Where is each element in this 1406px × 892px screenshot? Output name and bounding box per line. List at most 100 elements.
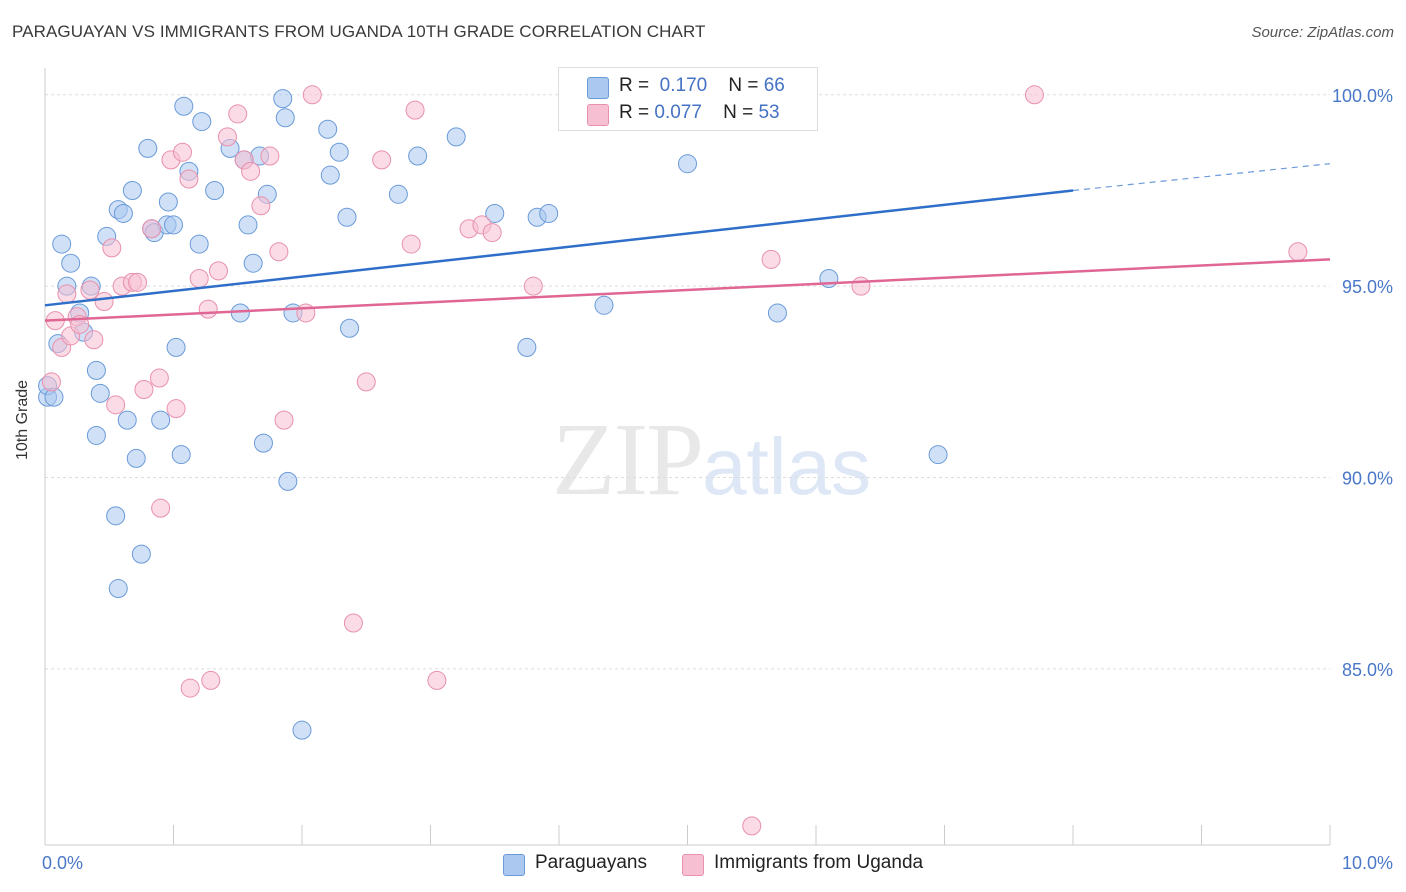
point-uganda-48 xyxy=(742,816,762,836)
point-uganda-21 xyxy=(172,142,192,162)
point-paraguayans-19 xyxy=(122,180,142,200)
point-uganda-51 xyxy=(1024,85,1044,105)
point-uganda-25 xyxy=(198,299,218,319)
point-paraguayans-14 xyxy=(106,506,126,526)
point-uganda-9 xyxy=(94,291,114,311)
point-paraguayans-12 xyxy=(90,383,110,403)
r-value-uganda: 0.077 xyxy=(654,102,702,123)
x-tick-label-1: 10.0% xyxy=(1342,853,1393,873)
x-tick-label-0: 0.0% xyxy=(42,853,83,873)
point-paraguayans-45 xyxy=(273,89,293,109)
point-uganda-24 xyxy=(189,269,209,289)
point-uganda-0 xyxy=(41,372,61,392)
point-uganda-42 xyxy=(405,100,425,120)
point-uganda-23 xyxy=(180,678,200,698)
point-uganda-32 xyxy=(251,196,271,216)
point-paraguayans-55 xyxy=(408,146,428,166)
stats-box: R = 0.170 N = 66 R = 0.077 N = 53 xyxy=(558,67,818,131)
point-paraguayans-33 xyxy=(189,234,209,254)
trend-line-paraguayans xyxy=(44,189,1074,307)
y-tick-label-2: 90.0% xyxy=(1342,469,1393,489)
point-paraguayans-30 xyxy=(171,445,191,465)
point-uganda-3 xyxy=(57,284,77,304)
y-tick-label-0: 100.0% xyxy=(1332,86,1393,106)
point-paraguayans-28 xyxy=(164,215,183,235)
point-paraguayans-34 xyxy=(192,112,212,132)
point-paraguayans-11 xyxy=(86,360,106,380)
point-uganda-28 xyxy=(217,127,237,147)
point-paraguayans-17 xyxy=(113,203,133,223)
point-paraguayans-52 xyxy=(337,207,357,227)
r-value-paraguayans: 0.170 xyxy=(659,75,708,96)
point-paraguayans-62 xyxy=(678,154,697,174)
legend-label-paraguayans: Paraguayans xyxy=(535,852,647,873)
point-paraguayans-20 xyxy=(126,448,146,468)
legend-label-uganda: Immigrants from Uganda xyxy=(714,852,924,873)
point-paraguayans-29 xyxy=(166,337,186,357)
point-paraguayans-10 xyxy=(86,425,106,445)
trend-line-extension-paraguayans xyxy=(1072,163,1331,192)
stats-swatch-uganda xyxy=(587,104,609,126)
point-paraguayans-6 xyxy=(61,253,81,273)
point-paraguayans-54 xyxy=(388,184,408,204)
point-paraguayans-53 xyxy=(340,318,360,338)
point-paraguayans-27 xyxy=(158,192,178,212)
point-uganda-15 xyxy=(134,380,154,400)
point-uganda-50 xyxy=(851,276,871,296)
point-uganda-27 xyxy=(208,261,228,281)
point-uganda-46 xyxy=(482,223,502,243)
point-paraguayans-61 xyxy=(594,295,614,315)
point-paraguayans-49 xyxy=(318,119,338,139)
point-paraguayans-21 xyxy=(131,544,151,564)
y-tick-label-3: 85.0% xyxy=(1342,660,1393,680)
point-uganda-8 xyxy=(84,330,104,350)
point-paraguayans-44 xyxy=(278,471,298,491)
point-paraguayans-22 xyxy=(138,138,158,158)
point-paraguayans-48 xyxy=(292,720,312,740)
point-paraguayans-60 xyxy=(539,203,559,223)
point-paraguayans-57 xyxy=(485,203,505,223)
point-uganda-29 xyxy=(228,104,248,124)
point-uganda-40 xyxy=(372,150,392,170)
chart-title: PARAGUAYAN VS IMMIGRANTS FROM UGANDA 10T… xyxy=(12,22,706,41)
point-uganda-49 xyxy=(761,249,781,269)
point-paraguayans-51 xyxy=(329,142,349,162)
point-paraguayans-58 xyxy=(517,337,537,357)
point-paraguayans-35 xyxy=(205,180,225,200)
y-tick-label-1: 95.0% xyxy=(1342,277,1393,297)
point-paraguayans-56 xyxy=(446,127,466,147)
stats-swatch-paraguayans xyxy=(587,77,609,99)
legend-swatch-uganda xyxy=(682,854,704,876)
point-uganda-52 xyxy=(1288,242,1308,262)
point-uganda-35 xyxy=(274,410,294,430)
point-uganda-33 xyxy=(260,146,280,166)
point-uganda-41 xyxy=(401,234,421,254)
point-uganda-20 xyxy=(166,399,186,419)
point-paraguayans-39 xyxy=(238,215,258,235)
point-paraguayans-65 xyxy=(928,445,948,465)
zipatlas-watermark: ZIPatlas xyxy=(552,402,871,517)
point-uganda-16 xyxy=(142,219,162,239)
point-uganda-26 xyxy=(201,670,221,690)
point-uganda-22 xyxy=(179,169,199,189)
point-paraguayans-63 xyxy=(767,303,787,323)
point-uganda-47 xyxy=(523,276,543,296)
point-uganda-17 xyxy=(149,368,169,388)
point-uganda-31 xyxy=(241,161,261,181)
point-paraguayans-42 xyxy=(253,433,273,453)
point-paraguayans-4 xyxy=(52,234,72,254)
point-paraguayans-25 xyxy=(151,410,171,430)
point-paraguayans-46 xyxy=(275,108,295,128)
point-uganda-7 xyxy=(80,280,100,300)
point-uganda-37 xyxy=(302,85,322,105)
point-paraguayans-64 xyxy=(819,269,839,289)
source-label: Source: ZipAtlas.com xyxy=(1251,24,1394,41)
trend-line-uganda xyxy=(44,258,1331,322)
point-uganda-11 xyxy=(106,395,126,415)
point-uganda-18 xyxy=(151,498,171,518)
point-uganda-14 xyxy=(128,272,148,292)
point-uganda-34 xyxy=(269,242,289,262)
point-paraguayans-37 xyxy=(230,303,250,323)
legend-swatch-paraguayans xyxy=(503,854,525,876)
